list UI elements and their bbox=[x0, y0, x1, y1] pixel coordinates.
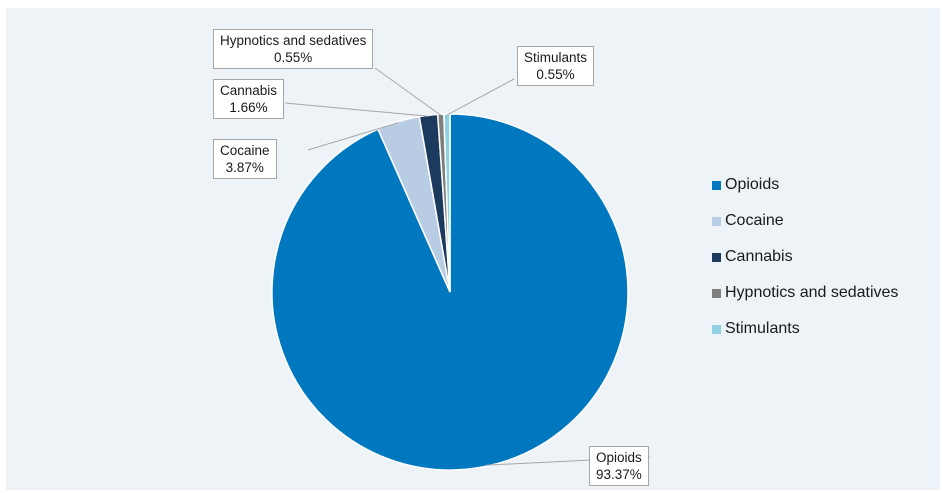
data-label-stimulants-name: Stimulants bbox=[524, 50, 588, 65]
legend-item-cannabis: Cannabis bbox=[712, 247, 898, 267]
data-label-stimulants-value: 0.55% bbox=[536, 67, 575, 82]
data-label-stimulants: Stimulants 0.55% bbox=[517, 46, 595, 86]
legend-swatch-opioids bbox=[712, 180, 721, 190]
leader-line-cannabis bbox=[284, 102, 429, 117]
data-label-cocaine: Cocaine 3.87% bbox=[213, 139, 277, 179]
data-label-hypnotics-name: Hypnotics and sedatives bbox=[220, 33, 367, 48]
data-label-cannabis: Cannabis 1.66% bbox=[213, 79, 285, 119]
data-label-opioids: Opioids 93.37% bbox=[589, 446, 649, 486]
callout-leader-lines bbox=[284, 67, 651, 466]
legend-swatch-cocaine bbox=[712, 216, 721, 226]
leader-line-cocaine bbox=[307, 122, 399, 151]
data-label-hypnotics-value: 0.55% bbox=[274, 50, 313, 65]
legend-item-opioids: Opioids bbox=[712, 175, 898, 195]
legend-swatch-cannabis bbox=[712, 252, 721, 262]
legend-label-cannabis: Cannabis bbox=[725, 248, 793, 265]
data-label-opioids-name: Opioids bbox=[596, 450, 642, 465]
pie-slices bbox=[271, 113, 629, 471]
legend-item-hypnotics: Hypnotics and sedatives bbox=[712, 283, 898, 303]
leader-line-hypnotics bbox=[374, 67, 442, 116]
legend-label-opioids: Opioids bbox=[725, 176, 780, 193]
data-label-cocaine-value: 3.87% bbox=[225, 160, 264, 175]
legend-swatch-hypnotics bbox=[712, 288, 721, 298]
data-label-hypnotics: Hypnotics and sedatives 0.55% bbox=[213, 29, 374, 69]
legend-item-stimulants: Stimulants bbox=[712, 319, 898, 339]
legend-label-hypnotics: Hypnotics and sedatives bbox=[725, 284, 899, 301]
data-label-cocaine-name: Cocaine bbox=[220, 143, 270, 158]
leader-line-stimulants bbox=[446, 78, 515, 116]
legend-label-stimulants: Stimulants bbox=[725, 320, 800, 337]
legend-label-cocaine: Cocaine bbox=[725, 212, 784, 229]
legend-swatch-stimulants bbox=[712, 324, 721, 334]
data-label-opioids-value: 93.37% bbox=[596, 467, 642, 482]
data-label-cannabis-value: 1.66% bbox=[229, 100, 268, 115]
data-label-cannabis-name: Cannabis bbox=[220, 83, 278, 98]
pie-slice-stimulants bbox=[443, 113, 451, 293]
chart-legend: Opioids Cocaine Cannabis Hypnotics and s… bbox=[712, 175, 898, 339]
legend-item-cocaine: Cocaine bbox=[712, 211, 898, 231]
